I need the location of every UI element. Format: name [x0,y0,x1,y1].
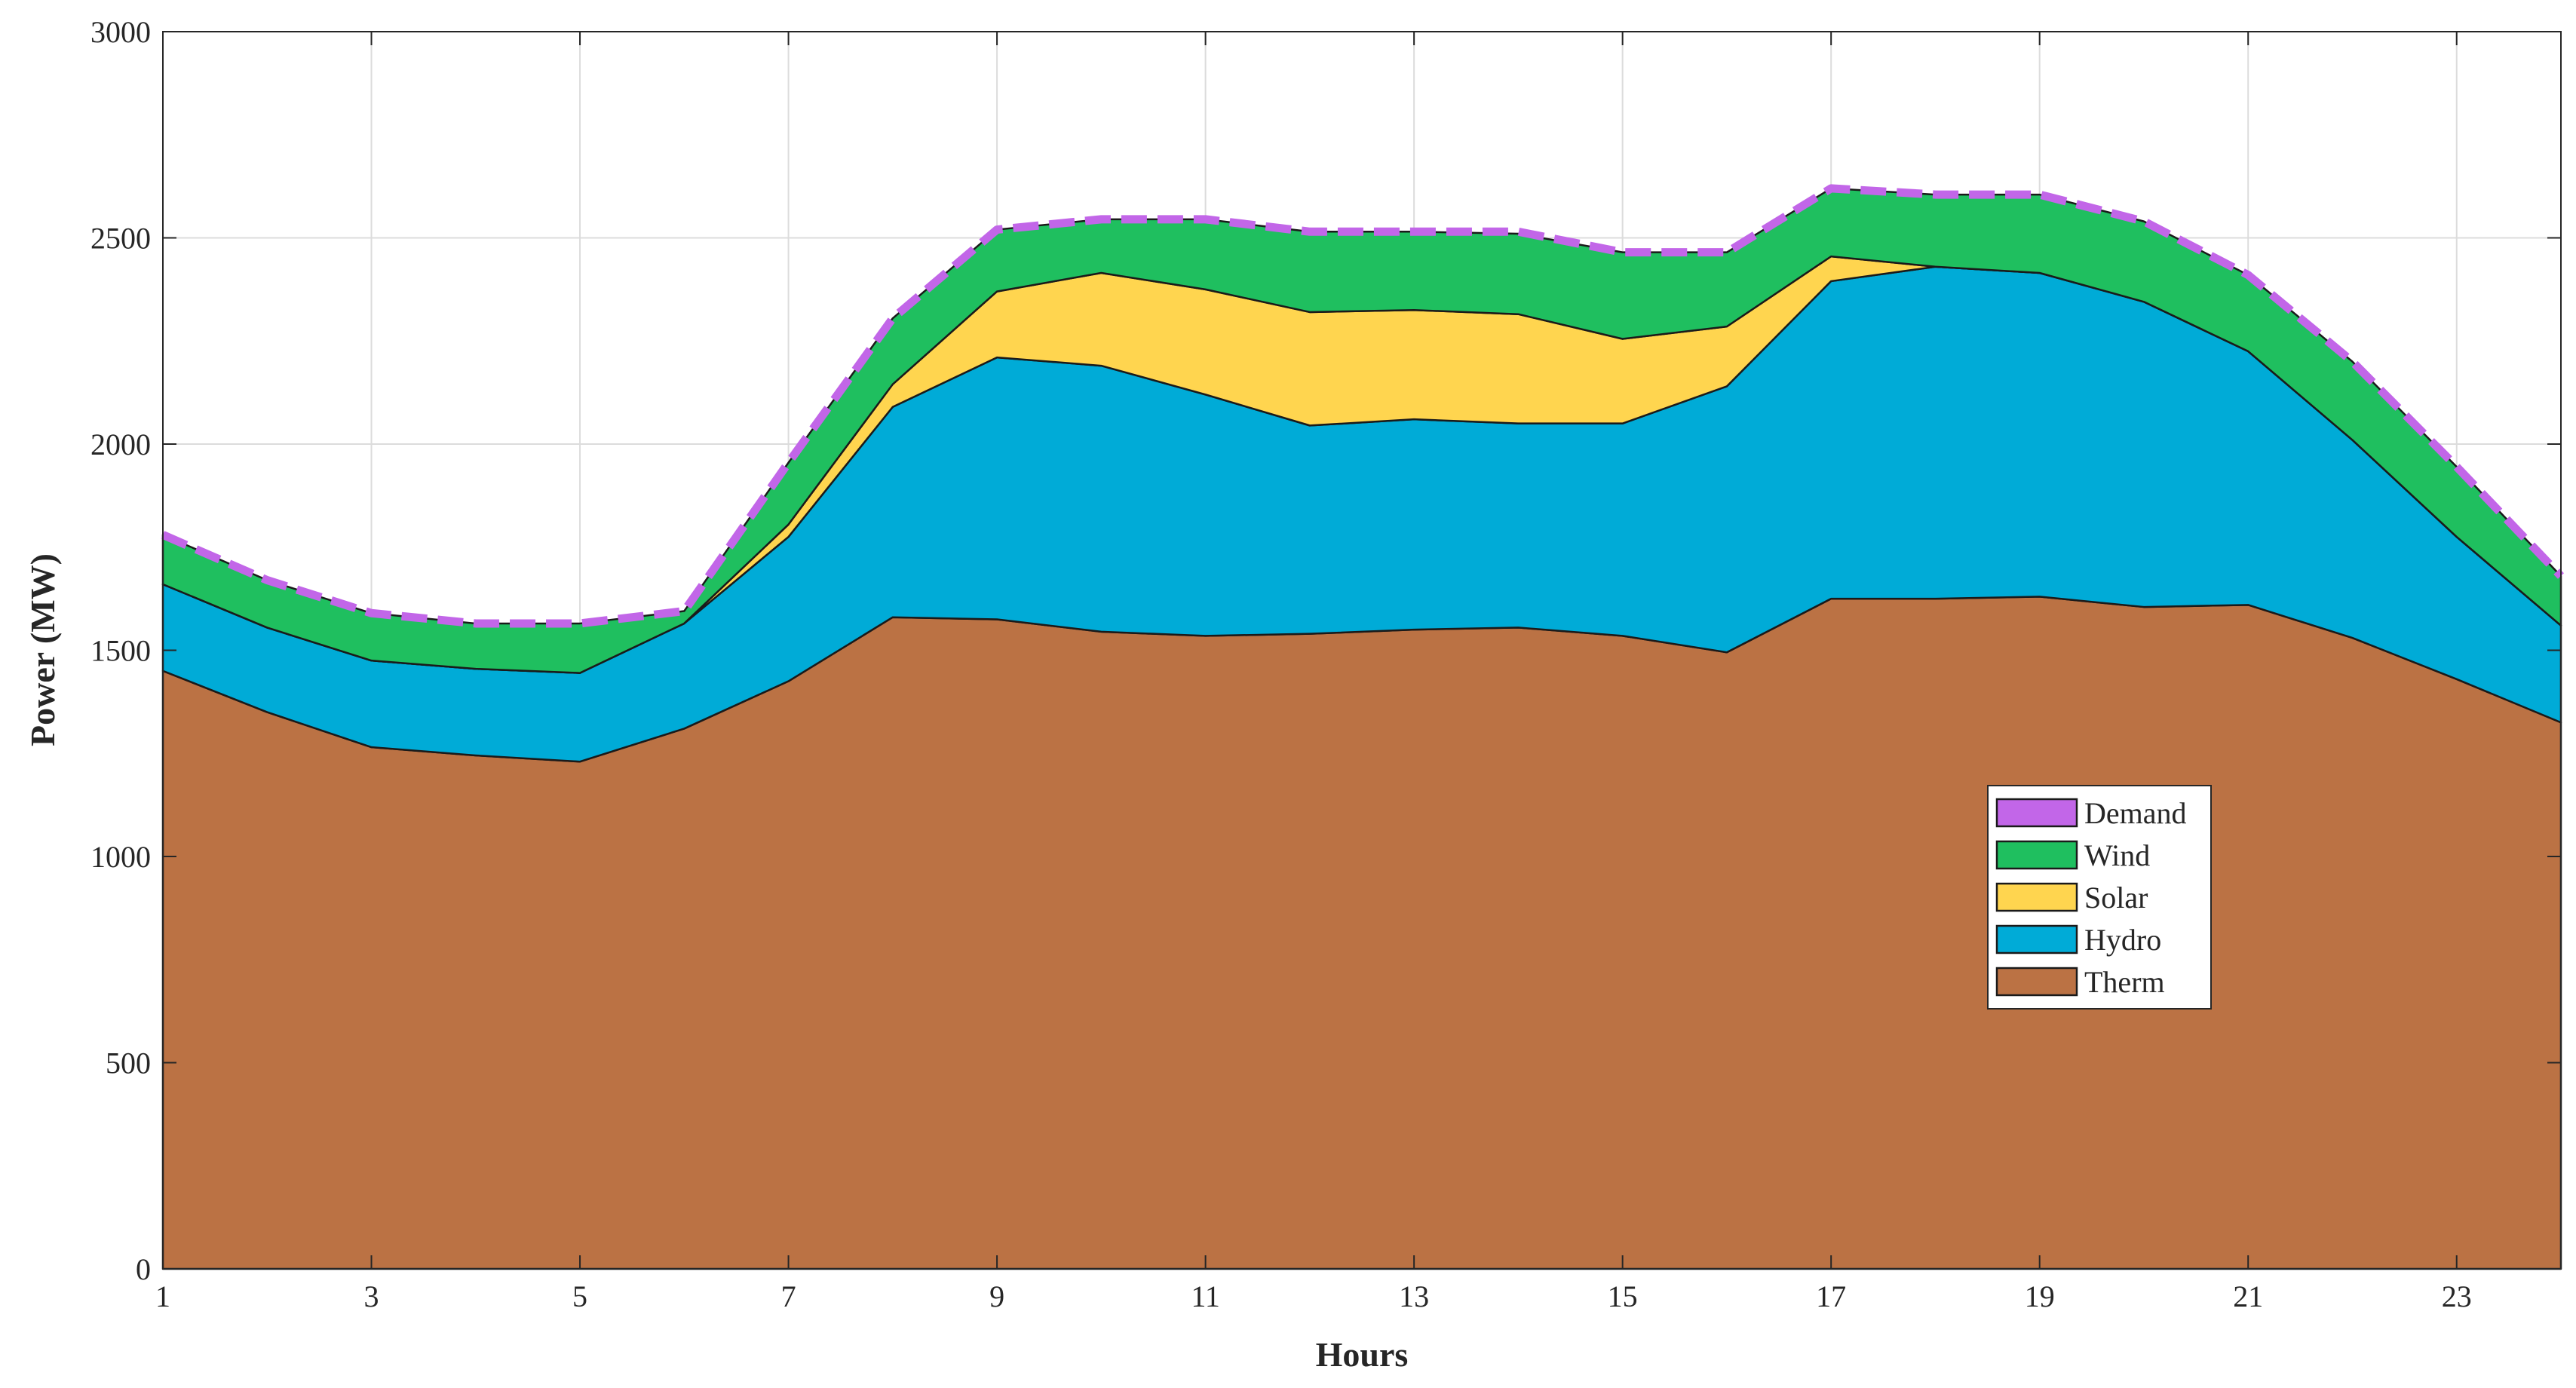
y-tick-label: 2000 [90,427,151,461]
legend-swatch-hydro [1995,924,2078,954]
x-tick-label: 19 [2025,1279,2055,1313]
x-tick-label: 7 [781,1279,796,1313]
area-series [161,187,2562,1270]
y-tick-label: 3000 [90,15,151,49]
y-tick-label: 500 [106,1046,151,1080]
y-tick-label: 1500 [90,634,151,668]
x-tick-label: 23 [2442,1279,2472,1313]
legend-label-solar: Solar [2084,881,2148,915]
y-axis-title: Power (MW) [23,553,62,746]
y-tick-label: 1000 [90,840,151,874]
legend: Demand Wind Solar Hydro Therm [1987,785,2212,1010]
legend-label-wind: Wind [2084,838,2150,872]
x-tick-label: 9 [989,1279,1004,1313]
x-tick-label: 5 [572,1279,587,1313]
x-tick-label: 15 [1608,1279,1638,1313]
legend-swatch-demand [1995,798,2078,828]
demand-line-group [161,184,2564,628]
x-tick-label: 11 [1191,1279,1220,1313]
x-tick-label: 3 [364,1279,379,1313]
y-axis-ticks: 0 500 1000 1500 2000 2500 3000 [90,15,2561,1286]
legend-swatch-wind [1995,840,2078,870]
legend-label-hydro: Hydro [2084,923,2161,957]
legend-label-demand: Demand [2084,796,2187,830]
x-tick-label: 13 [1399,1279,1429,1313]
x-axis-ticks: 1 3 5 7 9 11 13 15 17 19 21 23 [155,32,2472,1313]
x-tick-label: 17 [1816,1279,1846,1313]
legend-label-therm: Therm [2084,965,2165,999]
y-tick-label: 0 [136,1252,151,1286]
x-tick-label: 1 [155,1279,170,1313]
y-tick-label: 2500 [90,222,151,256]
legend-swatch-solar [1995,882,2078,912]
demand-line [161,184,2564,628]
x-axis-title: Hours [1316,1335,1409,1374]
x-tick-label: 21 [2233,1279,2263,1313]
legend-swatch-therm [1995,967,2078,997]
